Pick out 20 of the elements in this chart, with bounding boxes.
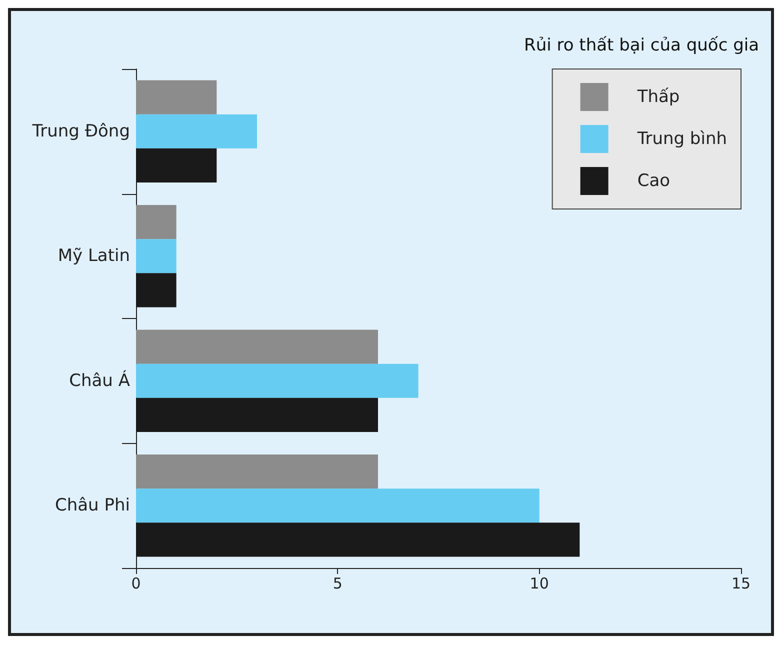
y-tick-label: Trung Đông <box>31 121 130 142</box>
bar <box>136 454 378 489</box>
bar <box>136 114 257 148</box>
bar <box>136 204 176 240</box>
legend-label: Cao <box>637 171 670 191</box>
y-tick-label: Châu Phi <box>55 496 130 516</box>
bar <box>136 80 217 114</box>
y-tick-label: Mỹ Latin <box>58 246 130 266</box>
x-tick-label: 10 <box>530 574 549 592</box>
legend-label: Trung bình <box>636 129 728 149</box>
y-tick-label: Châu Á <box>69 370 130 391</box>
bar <box>136 364 418 398</box>
bar <box>136 488 540 523</box>
bar <box>136 239 176 274</box>
legend-label: Thấp <box>636 87 680 107</box>
bar <box>136 330 378 364</box>
legend-title: Rủi ro thất bại của quốc gia <box>524 36 760 56</box>
x-tick-label: 5 <box>332 574 342 592</box>
x-tick-label: 15 <box>731 574 751 592</box>
x-tick-label: 0 <box>131 574 141 592</box>
